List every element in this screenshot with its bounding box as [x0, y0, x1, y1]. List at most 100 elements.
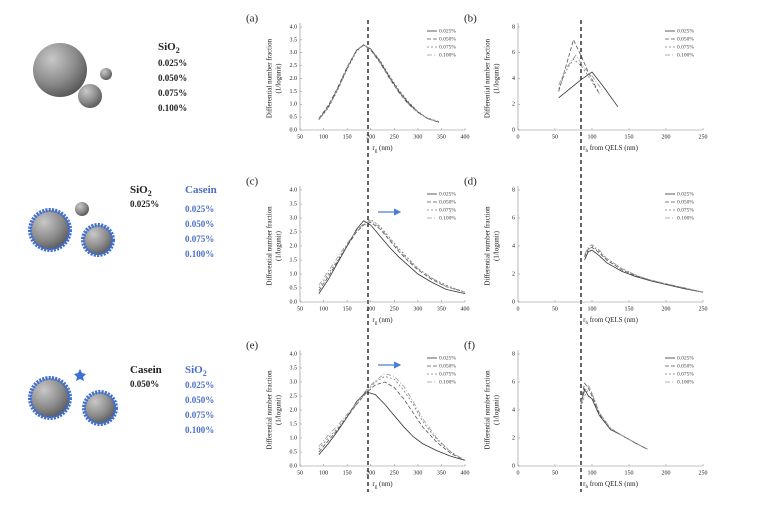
x-label-sub: g: [375, 485, 378, 490]
x-label-rest: from QELS (nm): [588, 144, 639, 152]
panel-label: (e): [246, 340, 259, 352]
x-axis-label: rh from QELS (nm): [583, 144, 638, 154]
data-line: [318, 44, 440, 123]
data-line: [584, 249, 704, 293]
coated-sphere: [81, 223, 115, 257]
coated-sphere: [82, 390, 118, 426]
fixed-component: SiO2: [130, 184, 152, 199]
level: 0.100%: [185, 249, 214, 259]
y-tick-label: 2: [512, 102, 515, 108]
y-tick-label: 2.5: [290, 229, 298, 235]
y-tick-label: 0.0: [290, 463, 298, 469]
x-tick-label: 300: [413, 306, 422, 312]
y-tick-label: 0.5: [290, 115, 298, 121]
legend-label: 0.100%: [439, 52, 456, 58]
legend-label: 0.050%: [439, 36, 456, 42]
legend-label: 0.025%: [677, 28, 694, 34]
data-line: [318, 373, 466, 461]
legend-label: 0.075%: [677, 207, 694, 213]
y-axis-label: (1/logunit): [275, 230, 283, 261]
x-tick-label: 100: [319, 134, 328, 140]
y-tick-label: 4: [512, 243, 515, 249]
varied-component-text: Casein: [185, 184, 217, 196]
legend-label: 0.100%: [677, 52, 694, 58]
data-line: [558, 58, 600, 95]
varied-component-text: SiO: [158, 41, 176, 53]
x-label-rest: from QELS (nm): [588, 316, 639, 324]
legend-label: 0.075%: [439, 207, 456, 213]
y-tick-label: 1.0: [290, 435, 298, 441]
x-label-sub: g: [375, 321, 378, 326]
legend-label: 0.025%: [677, 191, 694, 197]
data-line: [558, 38, 600, 95]
x-label-sub: h: [585, 485, 588, 490]
x-tick-label: 250: [390, 134, 399, 140]
y-axis-label: Differential number fraction: [266, 206, 274, 286]
x-tick-label: 100: [588, 134, 597, 140]
y-tick-label: 4: [512, 407, 515, 413]
x-tick-label: 250: [699, 134, 708, 140]
x-label-main: r: [583, 144, 586, 152]
data-line: [318, 381, 466, 461]
x-label-main: r: [372, 316, 375, 324]
data-line: [584, 244, 704, 293]
y-tick-label: 1.0: [290, 271, 298, 277]
y-tick-label: 4: [512, 76, 515, 82]
x-tick-label: 250: [390, 470, 399, 476]
y-axis-label: (1/logunit): [275, 394, 283, 425]
x-axis-label: rg (nm): [372, 144, 393, 154]
y-tick-label: 1.5: [290, 257, 298, 263]
y-axis-label: (1/logunit): [275, 63, 283, 94]
y-tick-label: 2.5: [290, 63, 298, 69]
legend-label: 0.050%: [677, 363, 694, 369]
x-tick-label: 250: [390, 306, 399, 312]
level: 0.025%: [185, 204, 214, 214]
x-tick-label: 100: [319, 306, 328, 312]
x-tick-label: 100: [588, 306, 597, 312]
y-axis-label: (1/logunit): [493, 394, 501, 425]
y-axis-label: Differential number fraction: [484, 38, 492, 118]
data-line: [318, 44, 440, 123]
y-tick-label: 8: [512, 187, 515, 193]
x-tick-label: 50: [552, 470, 558, 476]
x-label-sub: g: [375, 149, 378, 154]
coated-sphere: [28, 208, 72, 252]
x-label-sub: h: [585, 149, 588, 154]
x-tick-label: 250: [699, 306, 708, 312]
y-tick-label: 1.5: [290, 89, 298, 95]
x-tick-label: 250: [699, 470, 708, 476]
varied-component-sub: 2: [176, 46, 180, 55]
silica-sphere: [33, 43, 87, 97]
x-tick-label: 50: [297, 134, 303, 140]
x-tick-label: 300: [413, 470, 422, 476]
data-line: [318, 220, 466, 294]
legend-label: 0.075%: [677, 44, 694, 50]
legend-label: 0.075%: [677, 371, 694, 377]
y-tick-label: 2.0: [290, 76, 298, 82]
fixed-component-sub: 2: [148, 189, 152, 198]
x-tick-label: 200: [662, 134, 671, 140]
varied-component-text: SiO: [185, 364, 203, 376]
x-tick-label: 0: [517, 134, 520, 140]
x-label-main: r: [372, 480, 375, 488]
x-tick-label: 50: [297, 470, 303, 476]
level: 0.050%: [185, 395, 214, 405]
x-tick-label: 200: [366, 306, 375, 312]
y-tick-label: 6: [512, 379, 515, 385]
y-tick-label: 2.0: [290, 407, 298, 413]
y-tick-label: 8: [512, 24, 515, 30]
y-axis-label: Differential number fraction: [266, 370, 274, 450]
x-tick-label: 350: [437, 306, 446, 312]
y-tick-label: 3.0: [290, 215, 298, 221]
x-tick-label: 0: [517, 306, 520, 312]
panel-label: (b): [464, 13, 477, 25]
legend-label: 0.100%: [439, 215, 456, 221]
level: 0.050%: [158, 73, 187, 83]
data-line: [580, 387, 648, 450]
data-line: [318, 44, 440, 123]
x-tick-label: 150: [625, 134, 634, 140]
x-tick-label: 150: [343, 134, 352, 140]
y-tick-label: 6: [512, 215, 515, 221]
x-tick-label: 200: [662, 470, 671, 476]
